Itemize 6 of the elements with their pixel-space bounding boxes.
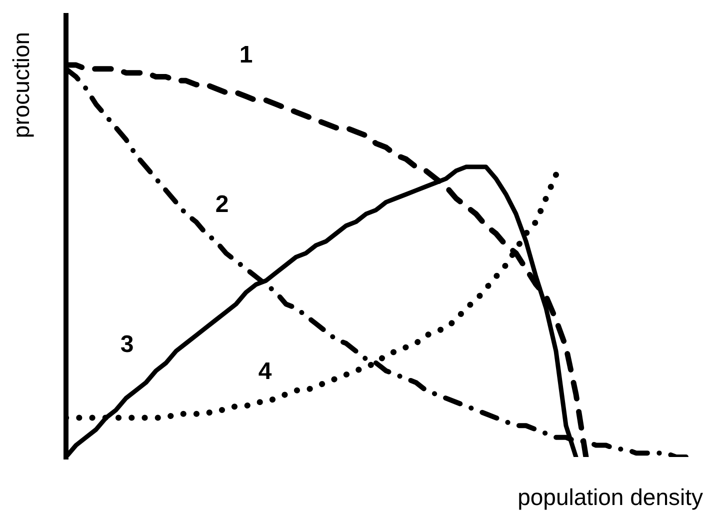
series-label: 1 — [239, 40, 253, 68]
series-label: 4 — [258, 358, 272, 385]
series-label: 3 — [120, 330, 134, 358]
x-axis-title: population density — [518, 484, 704, 510]
series-label: 2 — [215, 190, 229, 218]
y-axis-title: procuction — [8, 32, 34, 138]
